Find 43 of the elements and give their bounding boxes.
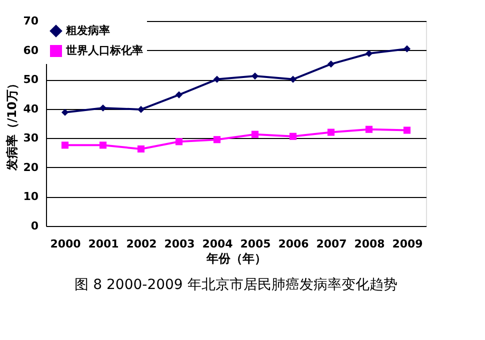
x-tick-label: 2006 [278,238,310,250]
point [99,142,107,149]
y-tick-label: 60 [23,44,39,57]
y-tick-label: 70 [23,14,39,28]
point [289,132,297,140]
point [365,50,373,58]
x-tick-label: 2001 [88,238,119,250]
y-tick-label: 40 [23,102,39,116]
x-tick-label: 2007 [316,238,347,250]
x-tick-label: 2009 [392,238,423,250]
point [137,106,145,113]
y-tick-label: 30 [23,132,39,145]
y-axis-title: 发病率（/10万） [5,77,20,172]
point [99,104,107,112]
point [213,136,221,144]
point [61,108,69,116]
point [175,138,183,146]
x-tick-label: 2003 [164,238,195,250]
text: 图 8 2000-2009 年北京市居民肺癌发病率变化趋势 [74,277,398,293]
point [213,76,221,83]
x-tick-label: 2005 [240,238,271,250]
point [175,91,183,98]
y-tick-label: 50 [23,73,39,86]
point [403,45,411,52]
legend-label: 世界人口标化率 [65,44,143,57]
x-tick-label: 2000 [50,238,82,250]
x-tick-label: 2002 [126,238,157,250]
point [365,126,373,133]
x-tick-label: 2008 [354,238,385,250]
point [327,60,335,68]
y-tick-label: 0 [30,220,39,232]
y-tick-label: 10 [23,190,39,204]
point [251,72,259,80]
x-axis-title: 年份（年） [206,252,266,266]
point [289,76,297,83]
x-tick-label: 2004 [202,238,234,250]
point [137,145,145,153]
point [61,142,69,149]
legend-label: 粗发病率 [65,24,110,37]
point [403,126,411,134]
point [251,130,259,138]
y-tick-label: 20 [23,160,39,174]
point [327,128,335,136]
